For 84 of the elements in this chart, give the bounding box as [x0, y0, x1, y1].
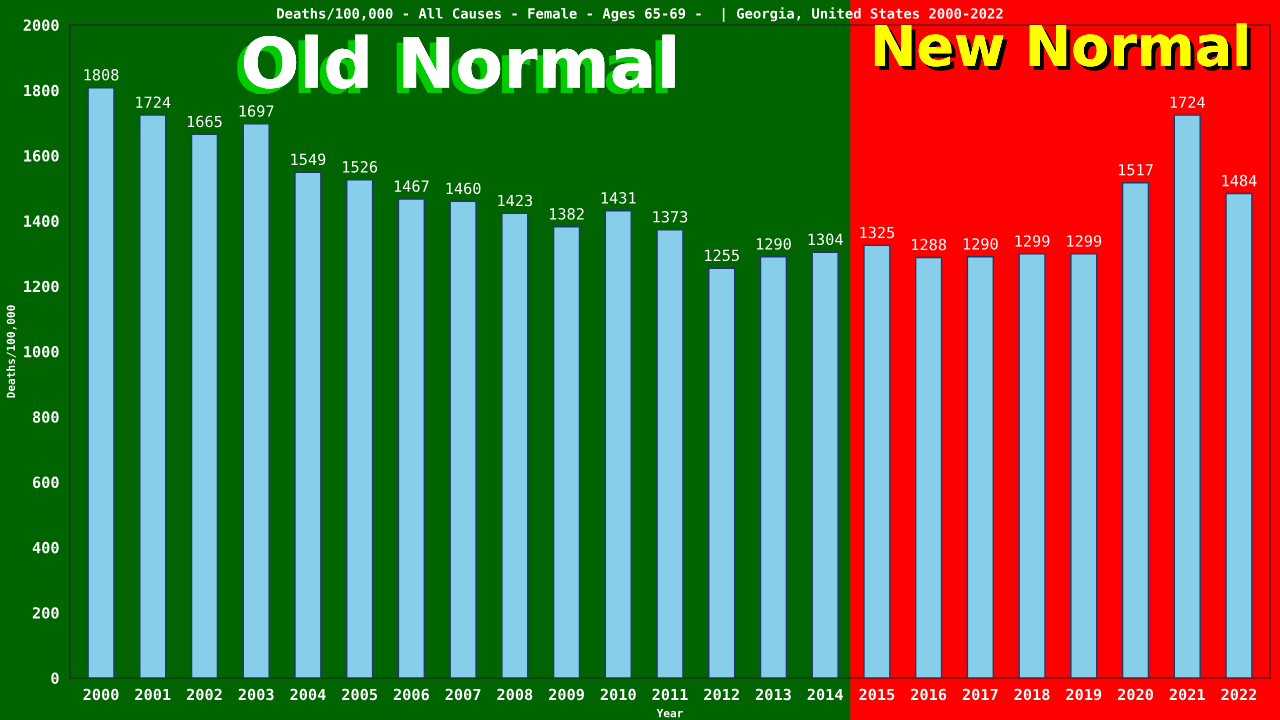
bar — [811, 251, 839, 678]
data-label: 1431 — [601, 192, 636, 204]
bar — [501, 212, 529, 678]
y-tick-label: 800 — [32, 411, 59, 423]
data-label: 1325 — [860, 226, 895, 239]
data-label: 1467 — [394, 180, 429, 192]
x-tick-label: 2022 — [1221, 688, 1257, 701]
x-axis-title: Year — [656, 709, 683, 718]
bar — [449, 200, 477, 678]
data-label: 1549 — [291, 153, 326, 166]
bar — [87, 86, 115, 678]
x-tick-label: 2014 — [807, 688, 843, 701]
bar — [759, 256, 788, 678]
x-tick-label: 2002 — [186, 688, 222, 701]
data-label: 1724 — [1170, 96, 1205, 108]
bar — [604, 210, 632, 678]
x-tick-label: 2017 — [962, 688, 998, 701]
bar — [397, 198, 426, 678]
bar — [139, 114, 167, 678]
y-tick-label: 1000 — [24, 345, 59, 358]
data-label: 1290 — [963, 238, 998, 250]
data-label: 1665 — [187, 115, 222, 128]
data-label: 1382 — [549, 208, 584, 220]
data-label: 1299 — [1067, 235, 1102, 247]
bar — [966, 256, 994, 678]
bar — [1018, 253, 1046, 678]
x-tick-label: 2000 — [83, 688, 119, 701]
x-tick-label: 2005 — [342, 688, 378, 701]
bar — [1121, 182, 1150, 678]
x-tick-label: 2021 — [1169, 688, 1205, 701]
x-tick-label: 2003 — [238, 688, 274, 701]
y-tick-label: 600 — [32, 476, 59, 489]
x-tick-label: 2009 — [549, 688, 584, 701]
y-axis-title: Deaths/100,000 — [6, 305, 17, 398]
data-label: 1460 — [446, 182, 481, 195]
data-label: 1299 — [1015, 235, 1050, 247]
y-tick-label: 1200 — [24, 280, 59, 293]
data-label: 1288 — [912, 238, 947, 251]
data-label: 1255 — [705, 249, 739, 262]
x-tick-label: 2011 — [652, 688, 688, 701]
x-tick-label: 2015 — [859, 688, 895, 701]
x-tick-label: 2012 — [704, 688, 739, 701]
bar — [914, 256, 943, 678]
bar — [1070, 253, 1098, 678]
x-tick-label: 2019 — [1066, 688, 1102, 701]
bar — [708, 267, 736, 678]
data-label: 1423 — [498, 194, 533, 207]
bar — [294, 171, 322, 678]
y-tick-label: 200 — [32, 607, 59, 619]
x-tick-label: 2004 — [290, 688, 326, 701]
x-tick-label: 2020 — [1117, 688, 1153, 701]
band-label: Old Normal — [237, 34, 675, 95]
data-label: 1808 — [84, 69, 119, 81]
data-label: 1484 — [1222, 174, 1257, 187]
bar — [346, 179, 374, 678]
data-label: 1304 — [808, 233, 843, 246]
bar — [242, 123, 270, 678]
x-tick-label: 2010 — [600, 688, 636, 701]
x-tick-label: 2013 — [755, 688, 791, 701]
y-tick-label: 400 — [32, 541, 59, 554]
x-tick-label: 2016 — [911, 688, 947, 701]
data-label: 1517 — [1118, 164, 1153, 176]
y-tick-label: 1600 — [24, 150, 59, 162]
y-tick-label: 0 — [51, 672, 59, 685]
data-label: 1526 — [343, 161, 378, 173]
x-tick-label: 2001 — [135, 688, 171, 701]
y-tick-label: 2000 — [23, 19, 59, 32]
bar — [190, 133, 219, 678]
bar — [552, 226, 581, 678]
bar — [863, 244, 891, 678]
bar — [1173, 114, 1201, 678]
x-tick-label: 2007 — [445, 688, 481, 701]
x-tick-label: 2008 — [497, 688, 533, 701]
bar — [656, 229, 684, 678]
band-label: New Normal — [874, 23, 1251, 71]
data-label: 1290 — [756, 238, 791, 250]
y-tick-label: 1400 — [24, 215, 59, 227]
x-tick-label: 2006 — [393, 688, 429, 701]
data-label: 1724 — [136, 96, 171, 108]
x-tick-label: 2018 — [1014, 688, 1050, 701]
data-label: 1373 — [653, 211, 688, 223]
data-label: 1697 — [239, 105, 274, 117]
y-tick-label: 1800 — [24, 84, 59, 97]
bar — [1225, 192, 1253, 678]
